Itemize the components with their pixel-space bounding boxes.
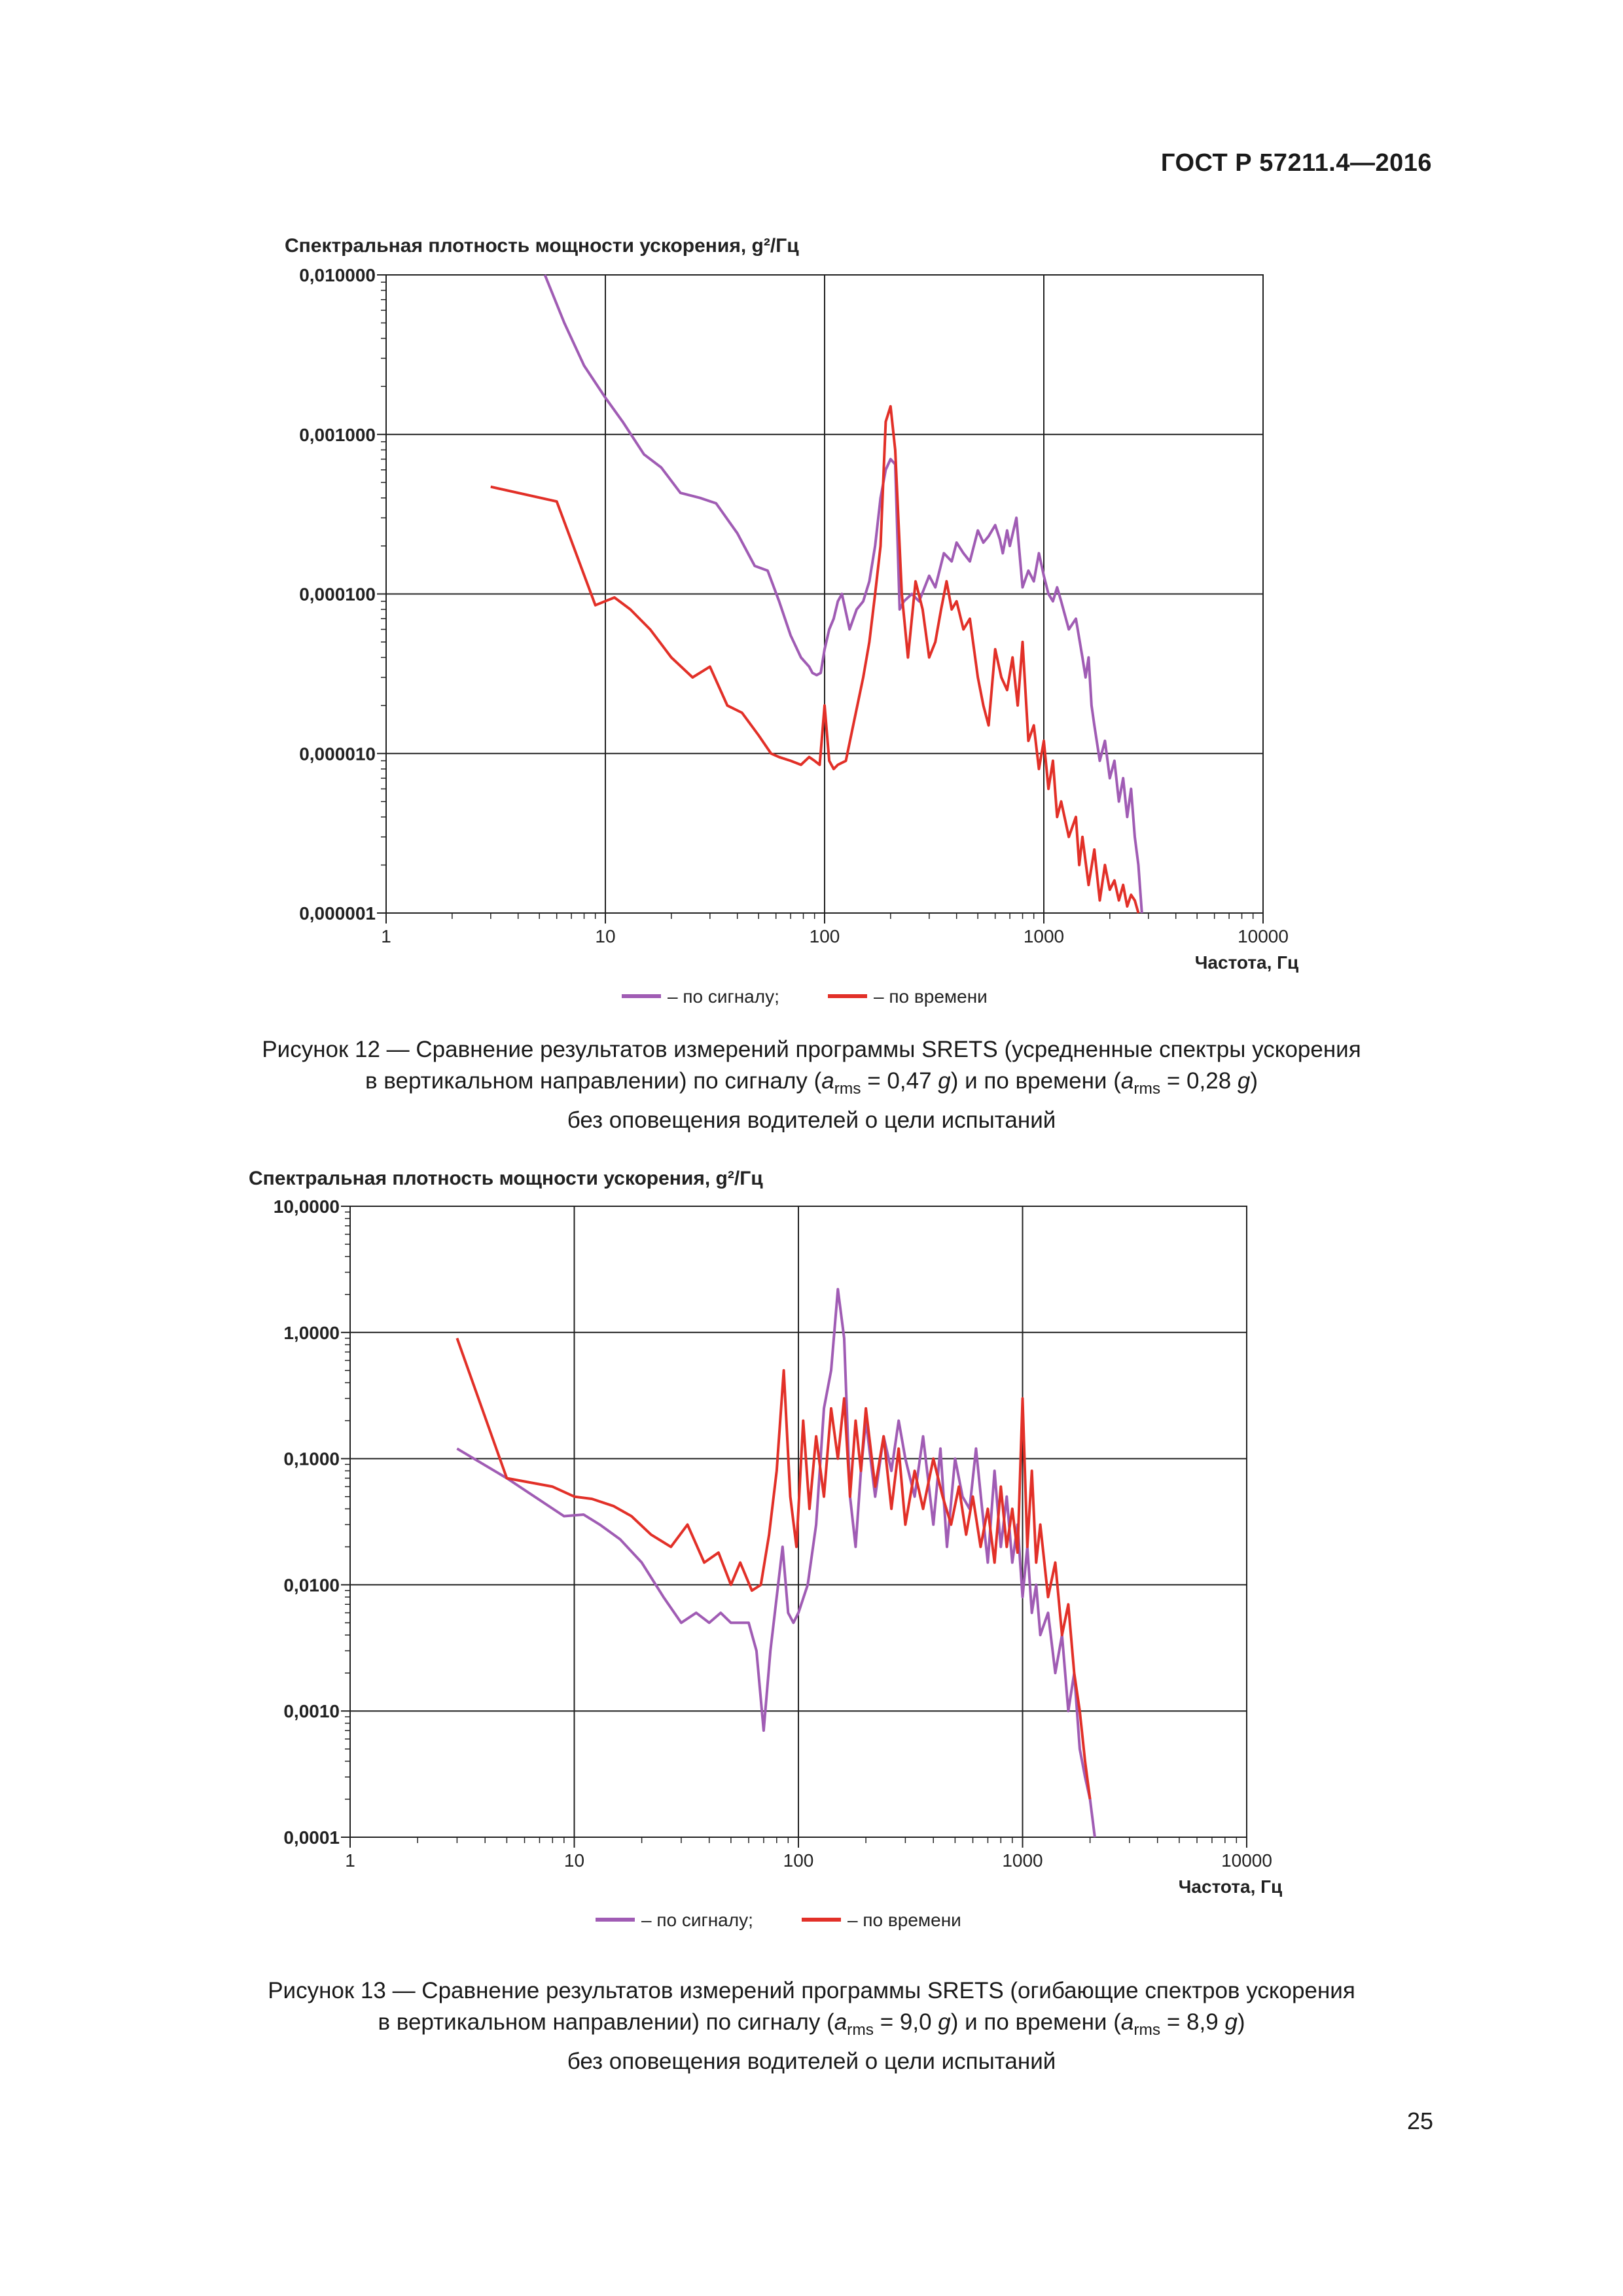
caption-symbol: a <box>821 1068 834 1094</box>
legend-label-time: – по времени <box>874 986 988 1007</box>
y-tick-label: 0,000010 <box>299 744 376 764</box>
legend-label-signal: – по сигналу; <box>668 986 779 1007</box>
x-tick-label: 1000 <box>1002 1850 1043 1871</box>
figure-13-chart: Спектральная плотность мощности ускорени… <box>249 1162 1335 1967</box>
caption-subscript: rms <box>834 1080 861 1098</box>
y-tick-label: 0,000001 <box>299 903 376 924</box>
caption-symbol: a <box>1120 1068 1134 1094</box>
psd-chart-fig13: Спектральная плотность мощности ускорени… <box>249 1168 1283 1930</box>
page-number: 25 <box>1406 2108 1433 2134</box>
figure-12-caption: Рисунок 12 — Сравнение результатов измер… <box>0 1034 1623 1136</box>
x-tick-label: 1 <box>381 926 391 946</box>
psd-chart-fig12: Спектральная плотность мощности ускорени… <box>285 235 1299 1007</box>
caption-text: в вертикальном направлении) по сигналу ( <box>378 2009 834 2035</box>
x-tick-label: 10 <box>595 926 615 946</box>
caption-text: = 9,0 <box>874 2009 938 2035</box>
caption-text: ) <box>1250 1068 1258 1094</box>
figure-13-caption: Рисунок 13 — Сравнение результатов измер… <box>0 1975 1623 2077</box>
x-tick-label: 100 <box>783 1850 814 1871</box>
y-tick-label: 0,0100 <box>283 1575 340 1595</box>
x-tick-label: 10000 <box>1221 1850 1272 1871</box>
x-tick-label: 10 <box>564 1850 584 1871</box>
document-id: ГОСТ Р 57211.4—2016 <box>1160 149 1432 177</box>
caption-symbol: a <box>834 2009 847 2035</box>
caption-line: без оповещения водителей о цели испытани… <box>567 1107 1056 1133</box>
caption-symbol: g <box>1224 2009 1238 2035</box>
caption-line: в вертикальном направлении) по сигналу (… <box>0 1066 1623 1105</box>
caption-symbol: g <box>938 1068 951 1094</box>
caption-text: ) и по времени ( <box>950 1068 1121 1094</box>
caption-subscript: rms <box>1133 2021 1161 2039</box>
caption-text: в вертикальном направлении) по сигналу ( <box>365 1068 822 1094</box>
caption-text: ) <box>1237 2009 1245 2035</box>
caption-subscript: rms <box>1133 1080 1161 1098</box>
y-tick-label: 1,0000 <box>283 1323 340 1343</box>
caption-symbol: g <box>1237 1068 1251 1094</box>
caption-line: Рисунок 13 — Сравнение результатов измер… <box>268 1978 1355 2003</box>
y-tick-label: 0,0001 <box>283 1827 340 1848</box>
caption-text: = 0,28 <box>1160 1068 1238 1094</box>
y-tick-label: 10,0000 <box>274 1196 340 1217</box>
y-tick-label: 0,1000 <box>283 1449 340 1469</box>
caption-line: в вертикальном направлении) по сигналу (… <box>0 2007 1623 2046</box>
x-tick-label: 1 <box>345 1850 355 1871</box>
series-line-time <box>490 404 1140 914</box>
y-tick-label: 0,010000 <box>299 265 376 285</box>
caption-symbol: a <box>1120 2009 1134 2035</box>
series-line-signal <box>543 274 1143 914</box>
chart-title: Спектральная плотность мощности ускорени… <box>285 235 799 257</box>
chart-title: Спектральная плотность мощности ускорени… <box>249 1168 763 1189</box>
caption-symbol: g <box>938 2009 951 2035</box>
caption-text: = 0,47 <box>861 1068 938 1094</box>
x-tick-label: 100 <box>810 926 840 946</box>
x-tick-label: 10000 <box>1238 926 1289 946</box>
caption-text: = 8,9 <box>1160 2009 1225 2035</box>
legend-label-signal: – по сигналу; <box>641 1910 753 1930</box>
y-tick-label: 0,001000 <box>299 425 376 445</box>
y-tick-label: 0,0010 <box>283 1701 340 1721</box>
x-axis-label: Частота, Гц <box>1179 1876 1283 1897</box>
figure-12-chart: Спектральная плотность мощности ускорени… <box>249 223 1335 1021</box>
x-axis-label: Частота, Гц <box>1195 952 1299 973</box>
x-tick-label: 1000 <box>1024 926 1064 946</box>
caption-line: Рисунок 12 — Сравнение результатов измер… <box>262 1037 1361 1062</box>
caption-subscript: rms <box>847 2021 874 2039</box>
y-tick-label: 0,000100 <box>299 584 376 605</box>
series-line-signal <box>456 1287 1096 1838</box>
series-line-time <box>455 1337 1092 1800</box>
caption-text: ) и по времени ( <box>950 2009 1121 2035</box>
legend-label-time: – по времени <box>847 1910 961 1930</box>
caption-line: без оповещения водителей о цели испытани… <box>567 2049 1056 2074</box>
